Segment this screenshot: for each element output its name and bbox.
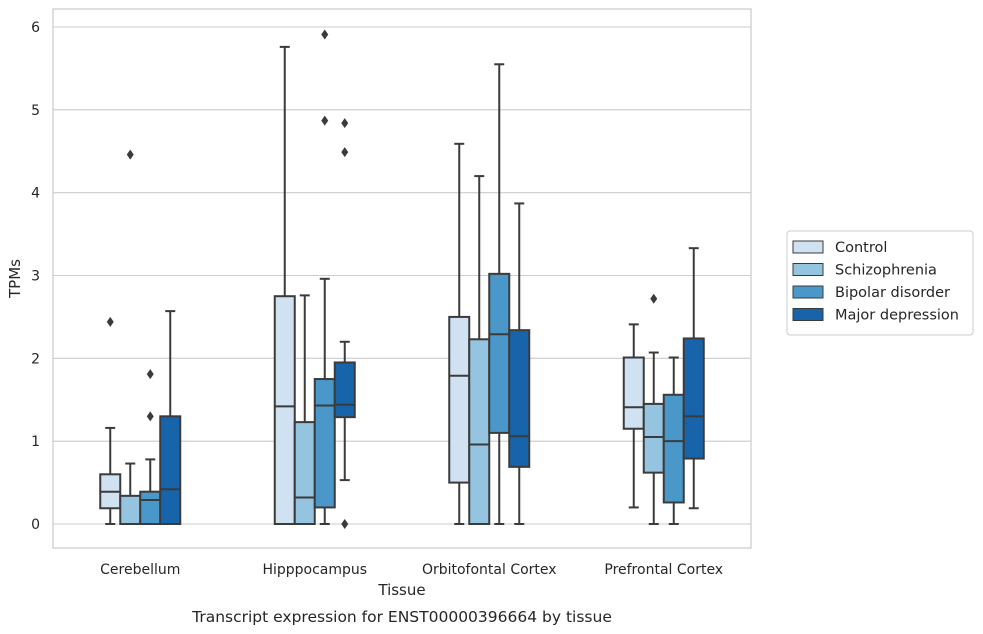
y-tick-label: 3: [31, 269, 40, 285]
y-tick-label: 6: [31, 20, 40, 36]
y-axis-label: TPMs: [6, 259, 24, 299]
legend-label: Schizophrenia: [835, 263, 937, 279]
outlier-point: [650, 293, 658, 304]
box-body: [313, 378, 336, 509]
legend-label: Control: [835, 240, 887, 256]
legend-item: Control: [792, 240, 887, 256]
legend-label: Bipolar disorder: [835, 285, 950, 301]
x-tick-label: Prefrontal Cortex: [604, 562, 723, 578]
box-group: [99, 149, 182, 526]
outlier-point: [341, 147, 349, 158]
x-axis-label: Tissue: [377, 581, 425, 599]
x-tick-label: Hipppocampus: [262, 562, 367, 578]
box-body: [488, 272, 511, 434]
box-body: [333, 361, 356, 419]
box-body: [508, 329, 531, 468]
y-tick-label: 0: [31, 517, 40, 533]
y-tick-label: 5: [31, 103, 40, 119]
outlier-point: [341, 519, 349, 529]
legend-swatch: [792, 240, 824, 254]
outlier-point: [321, 29, 329, 40]
box-body: [662, 393, 685, 504]
x-axis-ticks: Cerebellum Hipppocampus Orbitofontal Corte…: [100, 562, 723, 578]
box-body: [642, 402, 665, 474]
box-groups: [99, 29, 705, 529]
outlier-point: [341, 118, 349, 129]
outlier-point: [321, 115, 329, 126]
outlier-point: [106, 316, 114, 327]
legend-label: Major depression: [835, 308, 959, 324]
plot-frame: [52, 8, 752, 549]
legend-item: Bipolar disorder: [792, 285, 950, 301]
box-body: [448, 315, 471, 484]
legend-swatch: [792, 263, 824, 276]
legend-swatch: [792, 308, 824, 321]
legend-swatch: [792, 285, 824, 299]
box-body: [293, 421, 316, 525]
outlier-point: [126, 149, 134, 160]
box-group: [273, 29, 356, 529]
legend-item: Major depression: [792, 308, 959, 324]
outlier-point: [146, 369, 154, 380]
x-tick-label: Cerebellum: [100, 562, 180, 578]
y-axis-ticks: 0 1 2 3 4 5 6: [31, 20, 40, 533]
box-group: [448, 63, 531, 526]
y-tick-label: 2: [31, 351, 40, 367]
box-body: [139, 490, 162, 526]
box-body: [119, 494, 142, 526]
legend-item: Schizophrenia: [792, 263, 937, 279]
box-body: [682, 337, 705, 460]
x-tick-label: Orbitofontal Cortex: [422, 562, 557, 578]
legend-frame: [786, 230, 974, 336]
figure-caption: Transcript expression for ENST0000039666…: [191, 608, 612, 626]
outlier-point: [146, 411, 154, 422]
y-tick-label: 1: [31, 434, 40, 450]
y-tick-label: 4: [31, 186, 40, 202]
box-body: [622, 356, 645, 430]
box-body: [273, 295, 296, 526]
box-group: [622, 247, 705, 525]
legend: Control Schizophrenia Bipolar disorder Majo…: [786, 230, 974, 336]
box-body: [468, 338, 491, 526]
box-body: [159, 415, 182, 526]
